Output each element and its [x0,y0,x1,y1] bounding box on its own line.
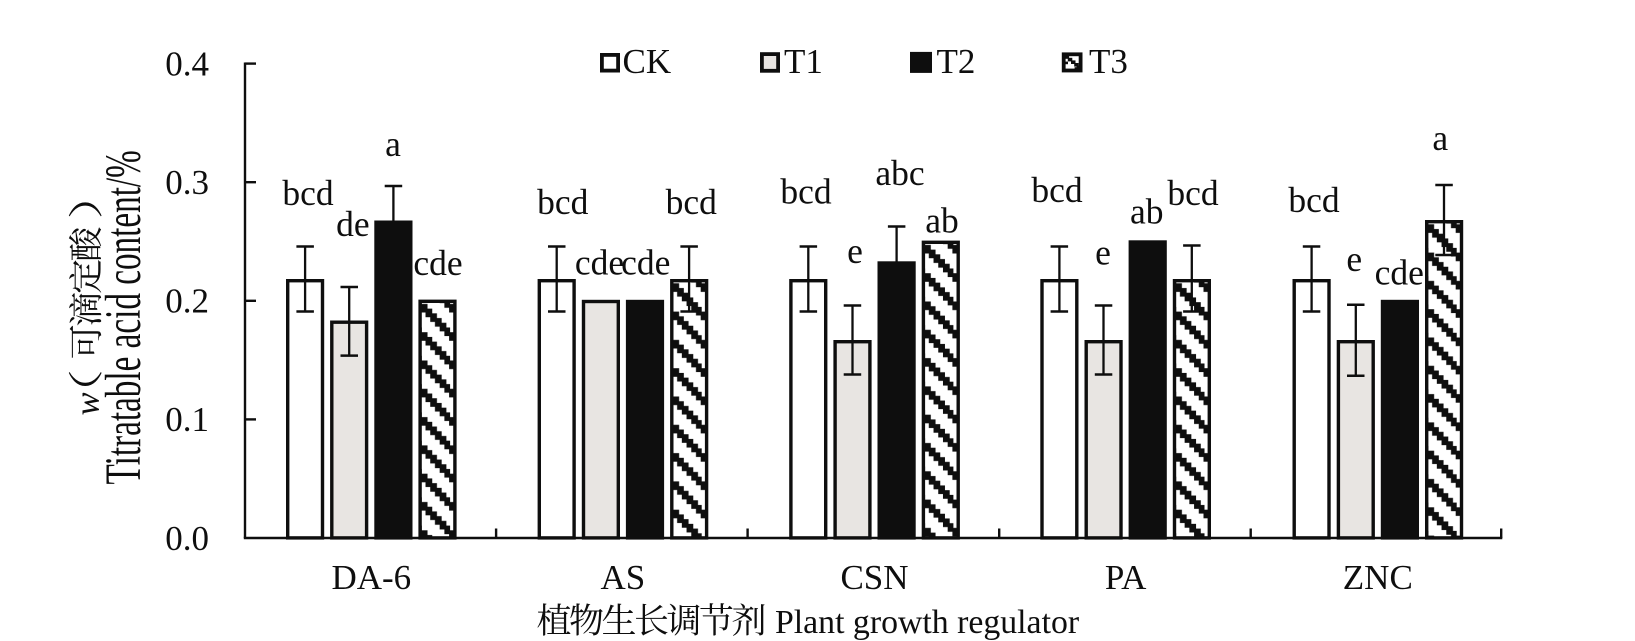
svg-text:AS: AS [601,558,646,597]
svg-text:ab: ab [925,201,959,241]
svg-text:CSN: CSN [840,558,908,597]
svg-text:0.2: 0.2 [165,282,209,321]
svg-text:Plant growth regulator: Plant growth regulator [775,604,1079,641]
svg-text:abc: abc [875,153,924,193]
svg-text:PA: PA [1105,558,1147,597]
svg-text:cde: cde [1375,253,1424,293]
svg-text:a: a [385,124,401,164]
svg-text:bcd: bcd [666,182,718,222]
svg-text:e: e [1095,233,1111,273]
svg-text:0.1: 0.1 [165,400,209,439]
svg-text:cde: cde [413,243,462,283]
svg-text:e: e [1346,239,1362,279]
svg-text:ZNC: ZNC [1343,558,1413,597]
svg-text:DA-6: DA-6 [331,558,411,597]
svg-text:bcd: bcd [1288,180,1340,220]
svg-text:e: e [847,231,863,271]
svg-text:cde: cde [575,243,624,283]
svg-text:de: de [336,204,370,244]
svg-text:bcd: bcd [282,173,334,213]
svg-text:0.4: 0.4 [165,44,209,83]
svg-text:bcd: bcd [1167,173,1219,213]
svg-text:0.0: 0.0 [165,519,209,558]
svg-text:T1: T1 [784,42,823,81]
svg-text:ab: ab [1130,191,1164,231]
svg-text:a: a [1432,118,1448,158]
svg-text:cde: cde [621,243,670,283]
svg-text:T2: T2 [937,42,976,81]
svg-text:bcd: bcd [1031,170,1083,210]
svg-text:Titratable acid content/%: Titratable acid content/% [96,150,152,484]
svg-text:w: w [69,392,107,415]
svg-text:bcd: bcd [537,182,589,222]
svg-text:0.3: 0.3 [165,163,209,202]
svg-text:T3: T3 [1089,42,1128,81]
svg-text:CK: CK [623,42,672,81]
svg-text:bcd: bcd [780,172,832,212]
